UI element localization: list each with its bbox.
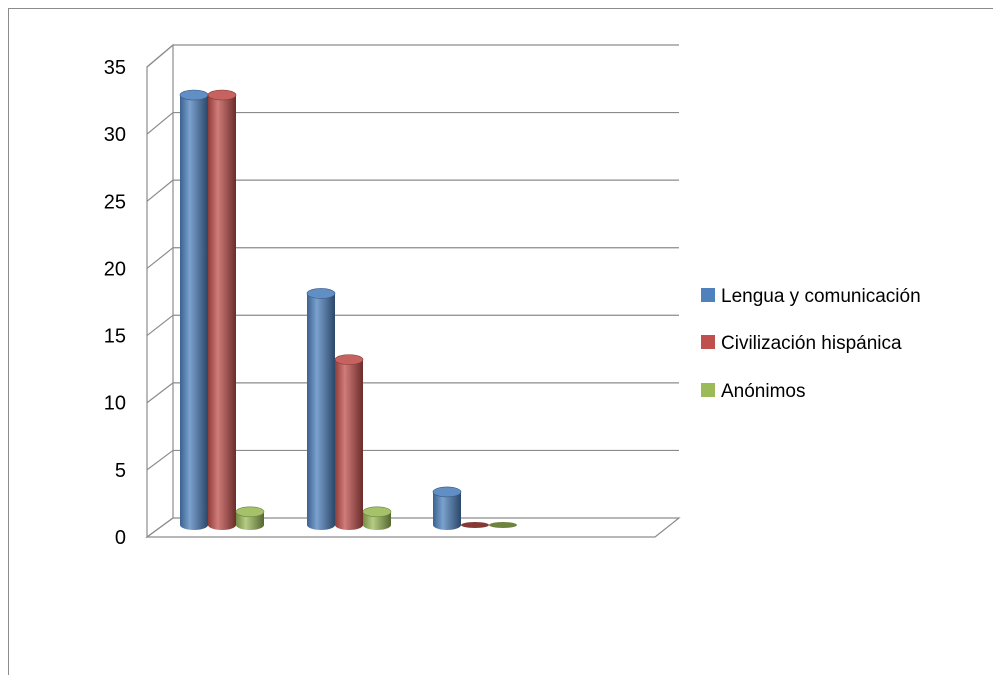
bar-top (363, 507, 391, 517)
legend-swatch (701, 383, 715, 397)
bar (180, 90, 208, 530)
bar (433, 487, 461, 530)
bar (335, 355, 363, 530)
y-tick-label: 20 (104, 258, 126, 280)
legend-label: Lengua y comunicación (721, 286, 921, 307)
gridline-side (147, 315, 173, 335)
gridline-side (147, 45, 173, 67)
bar-body (180, 95, 208, 530)
gridline-side (147, 450, 173, 469)
bar-body (433, 492, 461, 530)
side-wall (147, 45, 173, 537)
bar (461, 522, 489, 528)
y-tick-label: 30 (104, 124, 126, 146)
bar-body (335, 360, 363, 530)
bar-base (461, 522, 489, 528)
legend-swatch (701, 335, 715, 349)
bar-body (208, 95, 236, 530)
bar-top (335, 355, 363, 365)
bar-base (489, 522, 517, 528)
bar-top (433, 487, 461, 497)
legend-entry: Civilización hispánica (701, 333, 902, 354)
gridline-side (147, 180, 173, 201)
y-tick-label: 0 (115, 527, 126, 549)
y-axis-ticks: 0 5 10 15 20 25 30 35 (104, 57, 126, 549)
legend-entry: Anónimos (701, 381, 806, 402)
bar (489, 522, 517, 528)
y-tick-label: 15 (104, 326, 126, 348)
bars (180, 90, 517, 530)
y-tick-label: 5 (115, 460, 126, 482)
bar-top (208, 90, 236, 100)
bar-top (236, 507, 264, 517)
legend: Lengua y comunicación Civilización hispán… (701, 286, 921, 402)
bar-body (307, 293, 335, 530)
bar-top (307, 288, 335, 298)
y-tick-label: 35 (104, 57, 126, 79)
bar (236, 507, 264, 530)
bar (208, 90, 236, 530)
legend-label: Anónimos (721, 381, 806, 402)
gridline-side (147, 383, 173, 403)
gridline-side (147, 248, 173, 269)
bar (307, 288, 335, 530)
y-tick-label: 25 (104, 191, 126, 213)
legend-entry: Lengua y comunicación (701, 286, 921, 307)
legend-swatch (701, 288, 715, 302)
y-tick-label: 10 (104, 393, 126, 415)
bar (363, 507, 391, 530)
gridline-side (147, 113, 173, 135)
legend-label: Civilización hispánica (721, 333, 902, 354)
bar-top (180, 90, 208, 100)
